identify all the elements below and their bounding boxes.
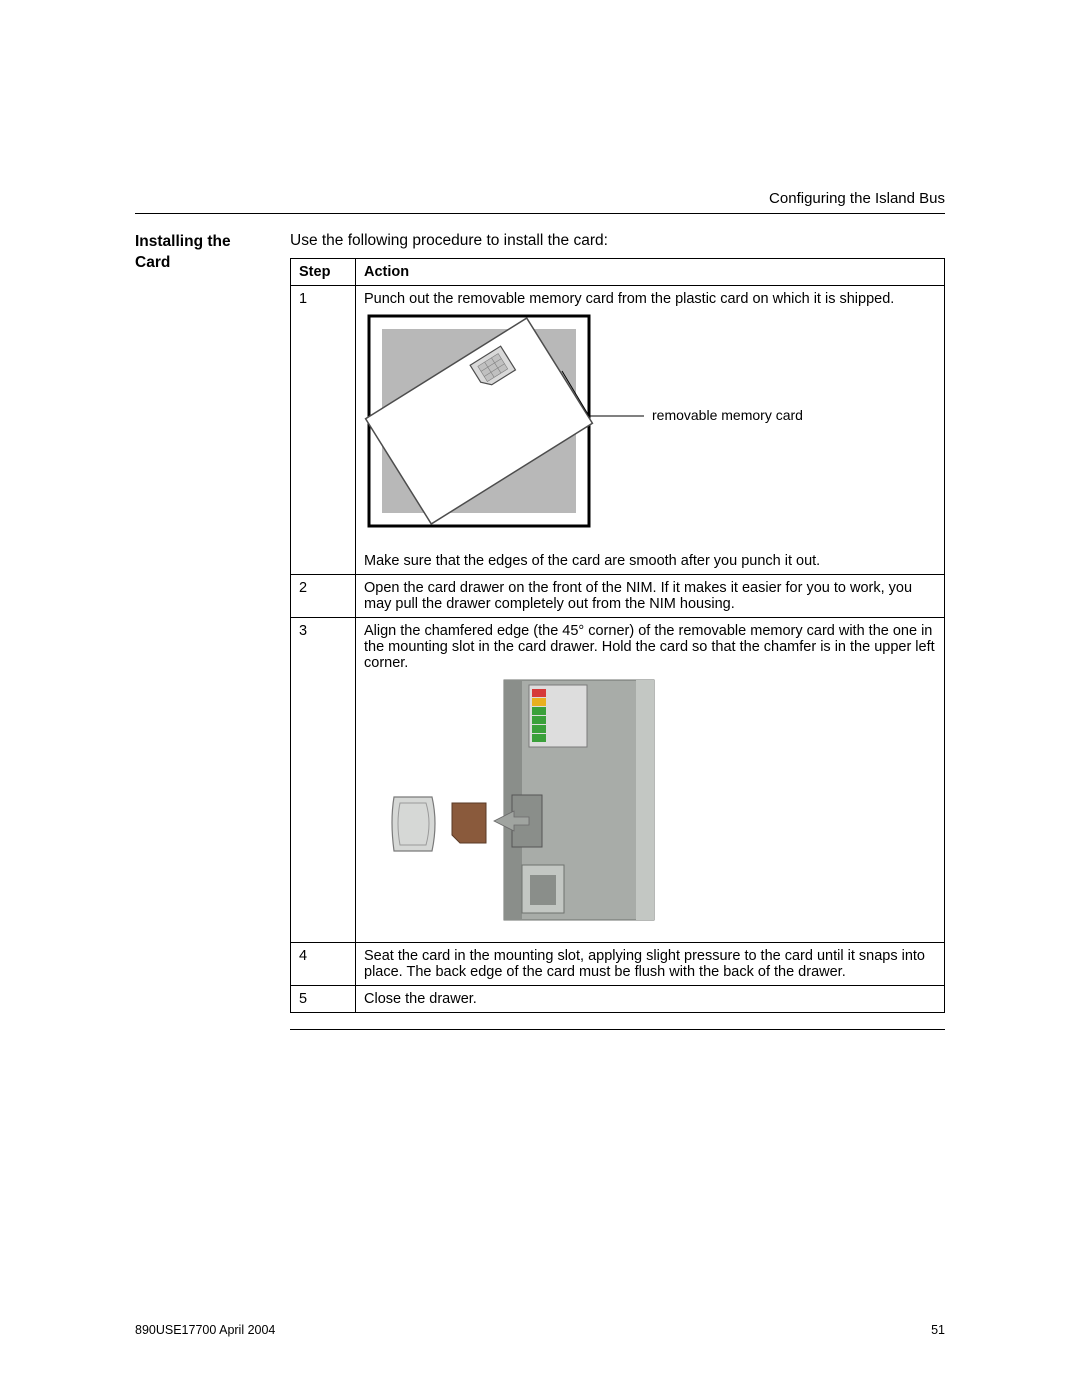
memory-card-icon xyxy=(452,803,486,843)
doc-reference: 890USE17700 April 2004 xyxy=(135,1323,275,1337)
intro-text: Use the following procedure to install t… xyxy=(290,232,945,250)
table-row: 2 Open the card drawer on the front of t… xyxy=(291,575,945,618)
step-action: Punch out the removable memory card from… xyxy=(356,286,945,575)
side-heading: Installing the Card xyxy=(135,232,290,1030)
step-number: 1 xyxy=(291,286,356,575)
procedure-table: Step Action 1 Punch out the removable me… xyxy=(290,258,945,1013)
content-block: Installing the Card Use the following pr… xyxy=(135,232,945,1030)
nim-svg xyxy=(364,675,684,925)
step-action: Open the card drawer on the front of the… xyxy=(356,575,945,618)
figure-nim xyxy=(364,675,936,929)
step-number: 4 xyxy=(291,943,356,986)
step-action: Align the chamfered edge (the 45° corner… xyxy=(356,618,945,943)
col-step: Step xyxy=(291,259,356,286)
page: Configuring the Island Bus Installing th… xyxy=(0,0,1080,1397)
main-column: Use the following procedure to install t… xyxy=(290,232,945,1030)
table-row: 3 Align the chamfered edge (the 45° corn… xyxy=(291,618,945,943)
side-heading-line2: Card xyxy=(135,254,170,271)
step1-text-before: Punch out the removable memory card from… xyxy=(364,291,936,307)
bottom-rule xyxy=(290,1029,945,1030)
table-header-row: Step Action xyxy=(291,259,945,286)
step-number: 3 xyxy=(291,618,356,943)
header-rule xyxy=(135,213,945,214)
memory-card-label: removable memory card xyxy=(652,407,803,423)
step1-text-after: Make sure that the edges of the card are… xyxy=(364,553,936,569)
step-number: 5 xyxy=(291,986,356,1013)
table-row: 5 Close the drawer. xyxy=(291,986,945,1013)
figure-memory-card: removable memory card xyxy=(364,311,936,545)
step-action: Seat the card in the mounting slot, appl… xyxy=(356,943,945,986)
step-number: 2 xyxy=(291,575,356,618)
table-row: 1 Punch out the removable memory card fr… xyxy=(291,286,945,575)
table-row: 4 Seat the card in the mounting slot, ap… xyxy=(291,943,945,986)
col-action: Action xyxy=(356,259,945,286)
page-number: 51 xyxy=(931,1323,945,1337)
memory-card-svg: removable memory card xyxy=(364,311,804,541)
page-footer: 890USE17700 April 2004 51 xyxy=(135,1323,945,1337)
running-head: Configuring the Island Bus xyxy=(135,190,945,207)
card-drawer-icon xyxy=(392,797,435,851)
step3-text: Align the chamfered edge (the 45° corner… xyxy=(364,623,936,671)
step-action: Close the drawer. xyxy=(356,986,945,1013)
side-heading-line1: Installing the xyxy=(135,233,231,250)
